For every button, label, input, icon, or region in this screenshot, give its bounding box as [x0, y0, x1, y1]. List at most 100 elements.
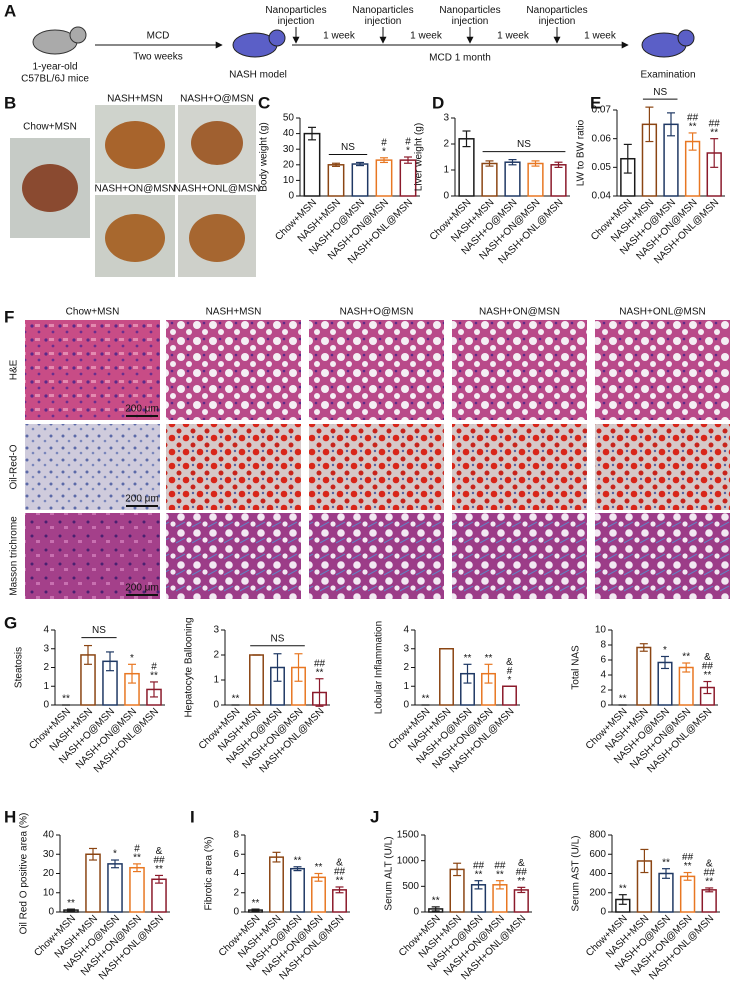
significance-label: ##	[704, 868, 716, 879]
liver	[105, 214, 165, 262]
error-bar	[640, 848, 649, 874]
significance-label: &	[506, 657, 513, 668]
bar	[107, 863, 123, 913]
bar	[290, 867, 305, 913]
significance-label: #	[134, 844, 140, 855]
panel-label: F	[4, 307, 14, 326]
injection-label: Nanoparticles injection	[526, 5, 587, 27]
y-tick-label: 2	[443, 139, 449, 150]
histology-image	[595, 424, 730, 510]
mouse-icon	[268, 29, 286, 47]
bar	[85, 853, 101, 913]
y-tick-label: 0	[600, 907, 606, 918]
significance-label: **	[62, 694, 70, 705]
y-tick-label: 0.07	[592, 105, 612, 116]
y-axis-label: Lobular Inflammation	[374, 621, 385, 714]
y-tick-label: 10	[595, 625, 607, 636]
y-axis-label: Serum AST (U/L)	[571, 836, 582, 912]
y-tick-label: 1	[213, 675, 219, 686]
histology-image	[309, 320, 444, 420]
error-bar	[463, 663, 472, 684]
y-tick-label: 0	[413, 907, 419, 918]
significance-label: **	[619, 694, 627, 705]
bar	[481, 162, 498, 197]
y-tick-label: 6	[600, 655, 606, 666]
error-bar	[150, 681, 158, 698]
significance-label: ##	[702, 661, 714, 672]
error-bar	[639, 643, 648, 652]
photo-label: NASH+ON@MSN	[95, 184, 176, 195]
bar	[351, 163, 369, 197]
error-bar	[662, 868, 670, 879]
significance-label: **	[336, 876, 344, 887]
y-tick-label: 4	[43, 625, 49, 636]
error-bar	[67, 908, 75, 912]
bar	[636, 646, 652, 706]
significance-label: &	[706, 859, 713, 870]
panel-label: D	[432, 93, 444, 112]
y-tick-label: 30	[283, 144, 295, 155]
error-bar	[517, 886, 526, 894]
significance-label: **	[475, 869, 483, 880]
photo-label: Chow+MSN	[23, 122, 77, 133]
histology-image	[595, 320, 730, 420]
y-tick-label: 3	[213, 625, 219, 636]
y-tick-label: 1	[403, 681, 409, 692]
y-tick-label: 20	[283, 159, 295, 170]
bar	[303, 132, 321, 197]
y-tick-label: 0	[43, 700, 49, 711]
significance-label: &	[518, 858, 525, 869]
y-axis-label: Liver weight (g)	[414, 123, 425, 191]
significance-label: *	[406, 146, 410, 157]
significance-label: &	[704, 652, 711, 663]
error-bar	[84, 644, 92, 665]
significance-label: **	[496, 869, 504, 880]
error-bar	[251, 908, 260, 912]
bar	[701, 889, 717, 913]
significance-label: ##	[709, 118, 721, 129]
liver	[105, 121, 165, 169]
ns-label: NS	[653, 87, 667, 98]
panel-label: H	[4, 807, 16, 826]
liver	[22, 164, 78, 212]
y-tick-label: 1	[443, 165, 449, 176]
significance-label: **	[422, 694, 430, 705]
y-tick-label: 6	[233, 849, 239, 860]
bar	[375, 159, 393, 197]
photo-label: NASH+ONL@MSN	[174, 184, 261, 195]
error-bar	[453, 862, 462, 877]
y-axis-label: Steatosis	[14, 647, 25, 688]
y-tick-label: 8	[600, 640, 606, 651]
ns-label: NS	[271, 633, 285, 644]
column-label: NASH+MSN	[206, 307, 262, 318]
error-bar	[155, 874, 163, 884]
y-tick-label: 2	[213, 650, 219, 661]
y-tick-label: 400	[589, 868, 606, 879]
mouse-icon	[69, 26, 87, 44]
error-bar	[308, 126, 316, 141]
y-tick-label: 0	[600, 700, 606, 711]
y-tick-label: 500	[402, 881, 419, 892]
timeline: 1-year-old C57BL/6J mice MCD Two weeks N…	[21, 26, 696, 85]
bar	[311, 876, 326, 913]
error-bar	[485, 160, 494, 167]
y-tick-label: 0	[443, 191, 449, 202]
column-label: NASH+O@MSN	[340, 307, 414, 318]
panel-label: G	[4, 613, 17, 632]
error-bar	[272, 851, 281, 863]
histology-image	[25, 424, 160, 510]
error-bar	[618, 894, 627, 905]
row-label: Masson trichrome	[9, 516, 20, 596]
histology-image	[595, 513, 730, 599]
error-bar	[683, 871, 692, 881]
y-tick-label: 30	[43, 849, 55, 860]
interval-label: 1 week	[410, 31, 443, 42]
significance-label: **	[710, 127, 718, 138]
significance-label: **	[315, 862, 323, 873]
error-bar	[294, 653, 303, 682]
significance-label: **	[684, 861, 692, 872]
error-bar	[315, 678, 324, 707]
ns-label: NS	[92, 625, 106, 636]
panel-label: A	[4, 1, 16, 20]
significance-label: *	[130, 653, 134, 664]
